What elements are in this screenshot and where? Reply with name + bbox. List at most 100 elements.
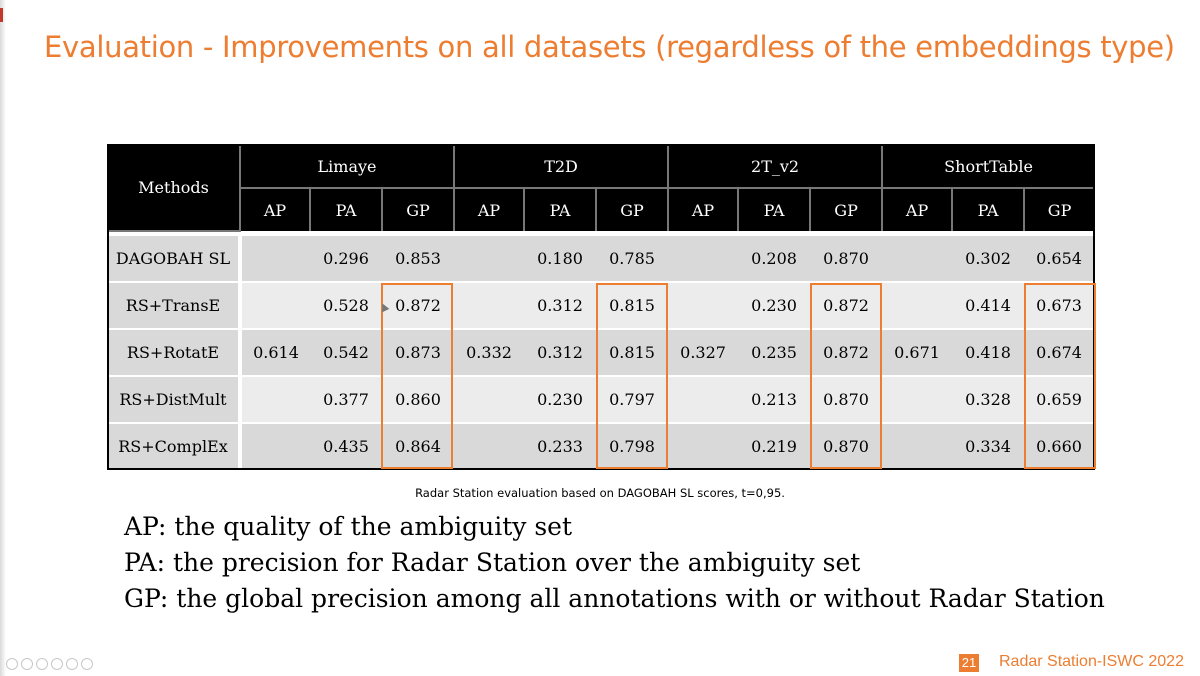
pen-icon[interactable] [36,658,48,670]
dataset-header-t2d: T2D [454,145,670,189]
table-cell: 0.673 [1024,282,1095,330]
table-cell: 0.230 [524,376,597,424]
footer-text: Radar Station-ISWC 2022 [999,653,1184,670]
table-cell: 0.798 [596,423,669,471]
table-cell [454,236,525,283]
table-cell: 0.785 [596,236,669,283]
slides-overview-icon[interactable] [51,658,63,670]
table-cell: 0.654 [1024,236,1095,283]
method-cell: RS+DistMult [108,376,242,424]
dataset-header-shorttable: ShortTable [882,145,1095,189]
more-options-icon[interactable] [81,658,93,670]
table-cell: 0.815 [596,329,669,377]
method-cell: RS+TransE [108,282,242,330]
table-cell [882,423,953,471]
table-row: RS+RotatE 0.614 0.542 0.873 0.332 0.312 … [108,329,1095,377]
table-cell: 0.864 [382,423,455,471]
metric-header-ap: AP [668,188,740,231]
table-cell: 0.414 [952,282,1025,330]
table-cell: 0.312 [524,329,597,377]
metric-header-gp: GP [382,188,456,231]
slide-title: Evaluation - Improvements on all dataset… [44,30,1175,64]
slide-left-edge [0,0,6,676]
table-cell [240,282,310,330]
table-row: RS+TransE 0.528 0.872 0.312 0.815 0.230 … [108,282,1095,330]
table-cell: 0.872 [810,329,883,377]
table-cell: 0.312 [524,282,597,330]
metric-header-gp: GP [596,188,670,231]
table-spacer [108,231,1095,236]
table-cell: 0.872 [810,282,883,330]
table-cell: 0.377 [310,376,382,424]
table-cell: 0.296 [310,236,382,283]
table-cell: 0.528 [310,282,382,330]
definition-gp: GP: the global precision among all annot… [124,584,1105,613]
table-cell [240,376,310,424]
table-cell [882,282,953,330]
table-cell [454,282,525,330]
zoom-icon[interactable] [66,658,78,670]
table-cell: 0.660 [1024,423,1095,471]
table-row: RS+DistMult 0.377 0.860 0.230 0.797 0.21… [108,376,1095,424]
table-cell: 0.418 [952,329,1025,377]
table-cell: 0.208 [738,236,811,283]
table-cell: 0.332 [454,329,525,377]
table-cell: 0.870 [810,423,883,471]
table-cell [882,376,953,424]
table-cell: 0.674 [1024,329,1095,377]
table-cell: 0.235 [738,329,811,377]
table-cell: 0.542 [310,329,382,377]
table-cell [454,376,525,424]
table-cell: 0.873 [382,329,455,377]
table-cell [668,236,739,283]
table-cell: 0.815 [596,282,669,330]
table-cell: 0.614 [240,329,310,377]
table-cell: 0.870 [810,236,883,283]
table-cell [882,236,953,283]
table-cell [454,423,525,471]
table-cell: 0.233 [524,423,597,471]
definition-ap: AP: the quality of the ambiguity set [124,512,572,541]
metric-header-gp: GP [1024,188,1095,231]
window-edge-marker [0,8,3,22]
table-cell: 0.860 [382,376,455,424]
next-slide-icon[interactable] [21,658,33,670]
table-cell [240,423,310,471]
table-cell: 0.230 [738,282,811,330]
table-cell: 0.659 [1024,376,1095,424]
table-cell: 0.671 [882,329,953,377]
table-caption: Radar Station evaluation based on DAGOBA… [415,486,785,500]
table-cell: 0.327 [668,329,739,377]
definition-pa: PA: the precision for Radar Station over… [124,548,861,577]
metric-header-ap: AP [882,188,954,231]
presentation-toolbar [6,658,93,670]
table-cell [240,236,310,283]
method-cell: RS+ComplEx [108,423,242,471]
dataset-header-limaye: Limaye [240,145,456,189]
table-cell: 0.853 [382,236,455,283]
metric-header-pa: PA [524,188,598,231]
metric-header-pa: PA [738,188,812,231]
metric-header-pa: PA [952,188,1026,231]
metric-header-gp: GP [810,188,884,231]
table-cell [668,376,739,424]
previous-slide-icon[interactable] [6,658,18,670]
table-cell: 0.435 [310,423,382,471]
table-row: RS+ComplEx 0.435 0.864 0.233 0.798 0.219… [108,423,1095,471]
page-number: 21 [959,654,979,672]
table-cell [668,423,739,471]
table-cell: 0.797 [596,376,669,424]
metric-header-pa: PA [310,188,383,231]
methods-header: Methods [108,145,241,232]
metric-header-ap: AP [240,188,311,231]
method-cell: RS+RotatE [108,329,242,377]
table-cell: 0.180 [524,236,597,283]
table-cell: 0.302 [952,236,1025,283]
dataset-header-2t-v2: 2T_v2 [668,145,884,189]
table-cell: 0.334 [952,423,1025,471]
table-cell: 0.872 [382,282,455,330]
table-cell: 0.213 [738,376,811,424]
definitions-list: AP: the quality of the ambiguity set PA:… [124,509,1105,617]
table-cell [668,282,739,330]
results-table: Methods Limaye T2D 2T_v2 ShortTable AP P… [108,145,1095,471]
